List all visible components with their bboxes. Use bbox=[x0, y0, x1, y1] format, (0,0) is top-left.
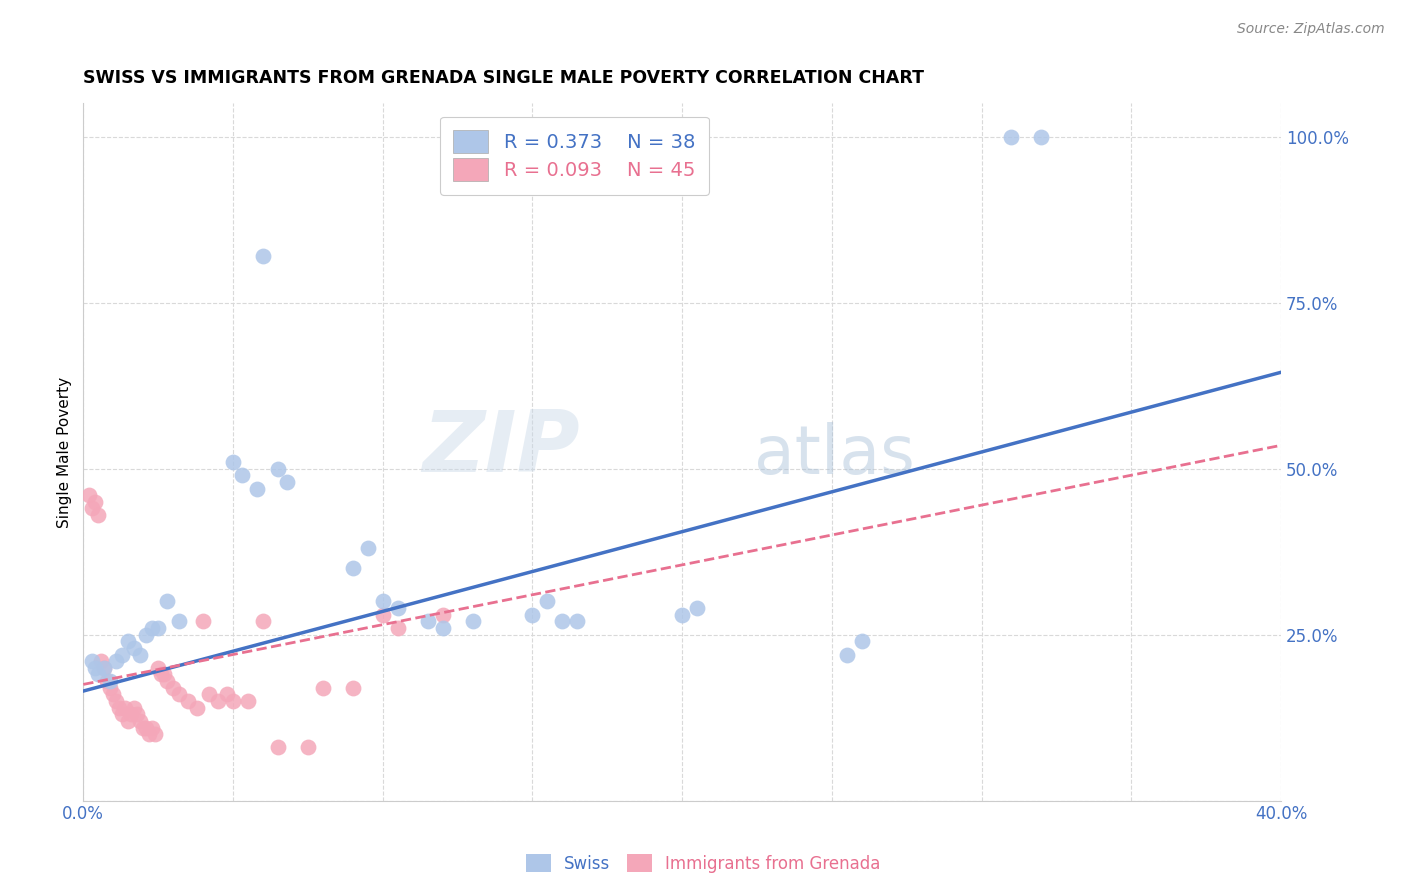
Point bbox=[342, 561, 364, 575]
Point bbox=[117, 714, 139, 728]
Text: ZIP: ZIP bbox=[423, 407, 581, 490]
Point bbox=[93, 661, 115, 675]
Point bbox=[129, 714, 152, 728]
Point bbox=[432, 621, 454, 635]
Point bbox=[267, 740, 290, 755]
Point bbox=[146, 621, 169, 635]
Point bbox=[342, 681, 364, 695]
Point bbox=[77, 488, 100, 502]
Point bbox=[87, 508, 110, 522]
Point bbox=[146, 661, 169, 675]
Point bbox=[135, 721, 157, 735]
Point bbox=[143, 727, 166, 741]
Point bbox=[357, 541, 380, 556]
Point bbox=[236, 694, 259, 708]
Point bbox=[371, 607, 394, 622]
Point bbox=[246, 482, 269, 496]
Point bbox=[150, 667, 173, 681]
Point bbox=[207, 694, 229, 708]
Point bbox=[551, 615, 574, 629]
Point bbox=[87, 667, 110, 681]
Point bbox=[132, 721, 155, 735]
Point bbox=[156, 594, 179, 608]
Point bbox=[387, 601, 409, 615]
Point bbox=[1000, 129, 1022, 144]
Point bbox=[141, 621, 163, 635]
Point bbox=[82, 501, 104, 516]
Point bbox=[120, 707, 142, 722]
Point bbox=[135, 627, 157, 641]
Legend: R = 0.373    N = 38, R = 0.093    N = 45: R = 0.373 N = 38, R = 0.093 N = 45 bbox=[440, 117, 709, 194]
Point bbox=[96, 674, 118, 689]
Point bbox=[686, 601, 709, 615]
Point bbox=[835, 648, 858, 662]
Text: SWISS VS IMMIGRANTS FROM GRENADA SINGLE MALE POVERTY CORRELATION CHART: SWISS VS IMMIGRANTS FROM GRENADA SINGLE … bbox=[83, 69, 924, 87]
Point bbox=[93, 661, 115, 675]
Legend: Swiss, Immigrants from Grenada: Swiss, Immigrants from Grenada bbox=[519, 847, 887, 880]
Point bbox=[416, 615, 439, 629]
Point bbox=[522, 607, 544, 622]
Point bbox=[215, 687, 238, 701]
Point bbox=[105, 654, 128, 668]
Point bbox=[117, 634, 139, 648]
Y-axis label: Single Male Poverty: Single Male Poverty bbox=[58, 376, 72, 527]
Point bbox=[177, 694, 200, 708]
Point bbox=[138, 727, 160, 741]
Point bbox=[276, 475, 298, 489]
Point bbox=[222, 694, 245, 708]
Point bbox=[114, 700, 136, 714]
Point bbox=[198, 687, 221, 701]
Point bbox=[297, 740, 319, 755]
Point bbox=[231, 468, 253, 483]
Point bbox=[98, 681, 121, 695]
Point bbox=[252, 249, 274, 263]
Point bbox=[82, 654, 104, 668]
Point bbox=[127, 707, 149, 722]
Point bbox=[111, 707, 134, 722]
Point bbox=[191, 615, 214, 629]
Point bbox=[84, 661, 107, 675]
Point bbox=[461, 615, 484, 629]
Point bbox=[105, 694, 128, 708]
Point bbox=[536, 594, 558, 608]
Point bbox=[432, 607, 454, 622]
Point bbox=[156, 674, 179, 689]
Point bbox=[98, 674, 121, 689]
Point bbox=[84, 495, 107, 509]
Point bbox=[671, 607, 693, 622]
Point bbox=[108, 700, 131, 714]
Point bbox=[167, 687, 190, 701]
Point bbox=[186, 700, 208, 714]
Point bbox=[162, 681, 184, 695]
Point bbox=[851, 634, 873, 648]
Point bbox=[122, 700, 145, 714]
Point bbox=[312, 681, 335, 695]
Point bbox=[129, 648, 152, 662]
Point bbox=[567, 615, 589, 629]
Point bbox=[90, 654, 112, 668]
Point bbox=[122, 640, 145, 655]
Point bbox=[141, 721, 163, 735]
Point bbox=[387, 621, 409, 635]
Text: Source: ZipAtlas.com: Source: ZipAtlas.com bbox=[1237, 22, 1385, 37]
Point bbox=[103, 687, 125, 701]
Point bbox=[1031, 129, 1053, 144]
Point bbox=[222, 455, 245, 469]
Point bbox=[371, 594, 394, 608]
Point bbox=[267, 461, 290, 475]
Point bbox=[153, 667, 176, 681]
Point bbox=[167, 615, 190, 629]
Text: atlas: atlas bbox=[754, 423, 915, 489]
Point bbox=[111, 648, 134, 662]
Point bbox=[252, 615, 274, 629]
